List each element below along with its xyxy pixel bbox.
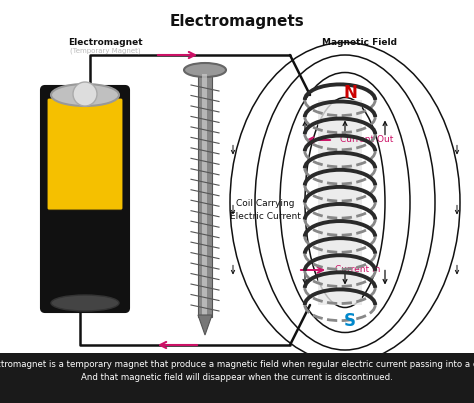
Bar [0,353,474,403]
Text: Electromagnet: Electromagnet [68,38,142,47]
Polygon shape [198,315,212,335]
Ellipse shape [184,63,226,77]
Text: Current In: Current In [335,266,380,274]
Bar [318,100,363,305]
Bar [198,72,212,317]
Text: Current Out: Current Out [340,135,393,145]
Text: Coil Carrying
Electric Current: Coil Carrying Electric Current [229,199,301,221]
Text: S: S [344,312,356,330]
Text: Electromagnets: Electromagnets [170,14,304,29]
Bar [202,74,207,315]
FancyBboxPatch shape [41,86,129,312]
Text: BATTERY: BATTERY [52,215,118,228]
FancyBboxPatch shape [47,98,123,210]
Text: (Temporary Magnet): (Temporary Magnet) [70,48,140,54]
Text: N: N [343,83,357,102]
Ellipse shape [51,295,119,311]
Ellipse shape [51,84,119,106]
Text: Electromagnet is a temporary magnet that produce a magnetic field when regular e: Electromagnet is a temporary magnet that… [0,360,474,382]
Circle shape [73,82,97,106]
Text: Magnetic Field: Magnetic Field [322,38,398,47]
